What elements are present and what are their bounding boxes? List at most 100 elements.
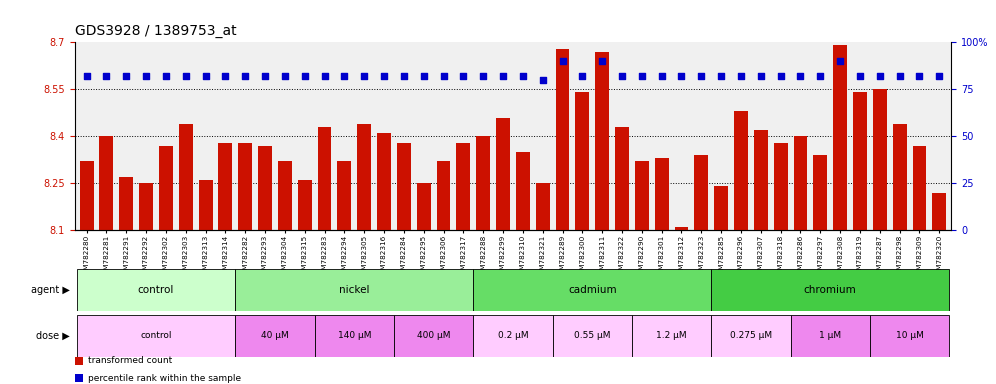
Point	[575, 73, 591, 79]
Bar	[674, 227, 688, 230]
Bar	[358, 124, 372, 230]
Bar	[496, 118, 510, 230]
Text: control: control	[140, 331, 171, 341]
Bar	[436, 161, 450, 230]
Text: transformed count: transformed count	[88, 356, 172, 365]
Text: 140 μM: 140 μM	[338, 331, 372, 341]
Bar	[596, 51, 610, 230]
Bar	[456, 142, 470, 230]
Bar	[100, 136, 114, 230]
Bar	[794, 136, 808, 230]
Bar	[473, 269, 711, 311]
Bar	[791, 315, 870, 357]
Bar	[711, 269, 949, 311]
Bar	[912, 146, 926, 230]
Text: control: control	[137, 285, 174, 295]
Point	[535, 77, 551, 83]
Bar	[616, 127, 628, 230]
Bar	[77, 269, 235, 311]
Bar	[576, 93, 590, 230]
Point	[813, 73, 829, 79]
Point	[376, 73, 392, 79]
Point	[455, 73, 471, 79]
Bar	[198, 180, 212, 230]
Bar	[754, 130, 768, 230]
Text: 0.55 μM: 0.55 μM	[574, 331, 611, 341]
Point	[693, 73, 709, 79]
Bar	[774, 142, 788, 230]
Bar	[315, 315, 394, 357]
Bar	[377, 133, 391, 230]
Bar	[416, 183, 430, 230]
Text: cadmium: cadmium	[568, 285, 617, 295]
Bar	[318, 127, 332, 230]
Text: 1 μM: 1 μM	[819, 331, 842, 341]
Point	[931, 73, 947, 79]
Bar	[218, 142, 232, 230]
Point	[197, 73, 213, 79]
Point	[595, 58, 611, 64]
Point	[415, 73, 431, 79]
Text: dose ▶: dose ▶	[36, 331, 70, 341]
Bar	[238, 142, 252, 230]
Bar	[932, 193, 946, 230]
Bar	[853, 93, 867, 230]
Text: nickel: nickel	[339, 285, 370, 295]
Point	[435, 73, 451, 79]
Text: chromium: chromium	[804, 285, 857, 295]
Bar	[814, 155, 828, 230]
Bar	[397, 142, 410, 230]
Point	[79, 73, 95, 79]
Bar	[298, 180, 312, 230]
Bar	[476, 136, 490, 230]
Text: agent ▶: agent ▶	[31, 285, 70, 295]
Bar	[714, 187, 728, 230]
Point	[633, 73, 649, 79]
Bar	[235, 269, 473, 311]
Point	[891, 73, 907, 79]
Bar	[834, 45, 847, 230]
Bar	[872, 89, 886, 230]
Bar	[892, 124, 906, 230]
Text: 400 μM: 400 μM	[417, 331, 450, 341]
Bar	[516, 152, 530, 230]
Point	[475, 73, 491, 79]
Point	[872, 73, 887, 79]
Point	[615, 73, 630, 79]
Bar	[631, 315, 711, 357]
Bar	[556, 48, 570, 230]
Point	[753, 73, 769, 79]
Point	[99, 73, 115, 79]
Point	[773, 73, 789, 79]
Text: percentile rank within the sample: percentile rank within the sample	[88, 374, 241, 382]
Bar	[258, 146, 272, 230]
Bar	[870, 315, 949, 357]
Point	[337, 73, 353, 79]
Point	[495, 73, 511, 79]
Point	[297, 73, 313, 79]
Point	[911, 73, 927, 79]
Text: GDS3928 / 1389753_at: GDS3928 / 1389753_at	[75, 25, 236, 38]
Bar	[473, 315, 553, 357]
Point	[793, 73, 809, 79]
Bar	[536, 183, 550, 230]
Bar	[634, 161, 648, 230]
Point	[555, 58, 571, 64]
Point	[277, 73, 293, 79]
Bar	[235, 315, 315, 357]
Text: 0.2 μM: 0.2 μM	[498, 331, 528, 341]
Bar	[734, 111, 748, 230]
Bar	[338, 161, 352, 230]
Text: 1.2 μM: 1.2 μM	[656, 331, 687, 341]
Bar	[120, 177, 133, 230]
Bar	[553, 315, 631, 357]
Bar	[278, 161, 292, 230]
Text: 40 μM: 40 μM	[261, 331, 289, 341]
Bar	[654, 158, 668, 230]
Text: 10 μM: 10 μM	[895, 331, 923, 341]
Bar	[80, 161, 94, 230]
Point	[217, 73, 233, 79]
Point	[713, 73, 729, 79]
Point	[138, 73, 154, 79]
Bar	[694, 155, 708, 230]
